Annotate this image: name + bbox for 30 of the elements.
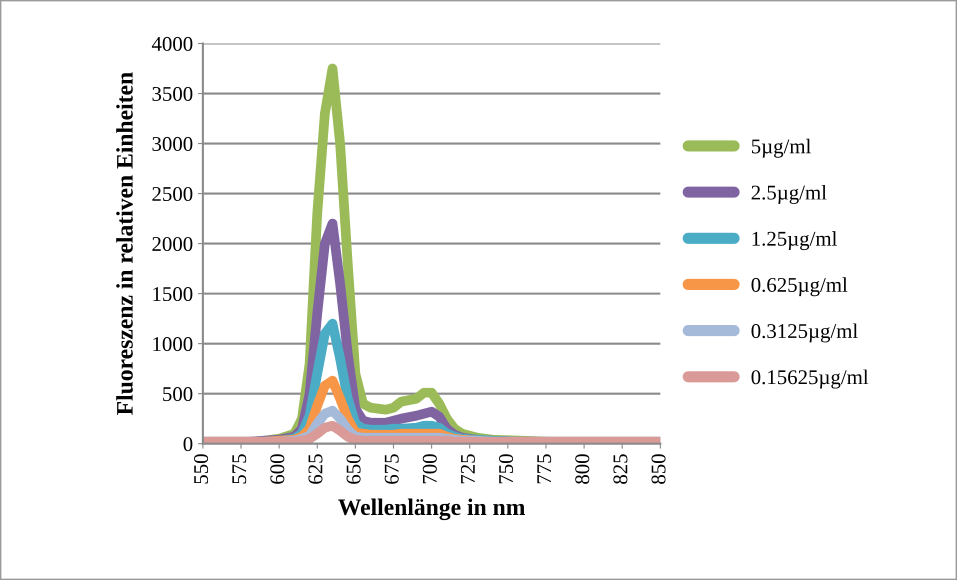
y-tick-label: 500 xyxy=(163,387,192,402)
y-tick-label: 4000 xyxy=(152,36,192,51)
x-axis-title: Wellenlänge in nm xyxy=(338,498,526,520)
x-tick-label: 725 xyxy=(460,454,475,484)
x-tick-label: 650 xyxy=(346,454,361,484)
y-tick-label: 1500 xyxy=(153,287,192,302)
x-tick-label: 825 xyxy=(613,454,628,484)
x-tick-label: 675 xyxy=(384,454,399,484)
y-tick-label: 0 xyxy=(184,437,192,452)
x-tick-label: 600 xyxy=(270,454,284,484)
y-tick-label: 3500 xyxy=(152,86,192,101)
legend-label: 0.15625µg/ml xyxy=(752,370,868,389)
legend-label: 5µg/ml xyxy=(752,138,811,158)
legend-label: 0.3125µg/ml xyxy=(752,323,858,342)
y-axis-title: Fluoreszenz in relativen Einheiten xyxy=(116,72,133,415)
x-tick-label: 800 xyxy=(575,454,590,484)
x-tick-label: 550 xyxy=(194,454,208,484)
y-tick-label: 1000 xyxy=(153,337,192,352)
y-tick-label: 3000 xyxy=(152,136,192,151)
x-tick-label: 625 xyxy=(308,454,322,484)
x-tick-label: 850 xyxy=(651,454,666,484)
legend-label: 2.5µg/ml xyxy=(752,184,827,204)
legend-label: 1.25µg/ml xyxy=(752,231,837,250)
x-tick-label: 575 xyxy=(232,454,246,484)
legend-label: 0.625µg/ml xyxy=(752,277,848,296)
x-tick-label: 750 xyxy=(499,454,514,484)
x-tick-label: 775 xyxy=(537,454,552,484)
y-tick-label: 2000 xyxy=(152,236,192,252)
x-tick-label: 700 xyxy=(422,454,437,484)
y-tick-label: 2500 xyxy=(152,186,192,202)
